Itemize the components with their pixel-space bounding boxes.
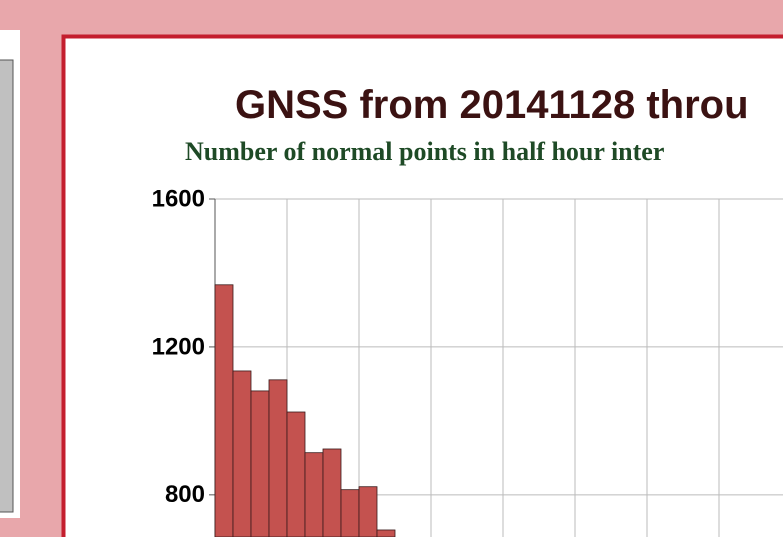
y-tick-label: 800 bbox=[165, 481, 205, 508]
bar bbox=[304, 452, 324, 537]
plot bbox=[209, 198, 783, 537]
side-panel-inner bbox=[0, 59, 14, 513]
bar bbox=[340, 489, 360, 537]
chart-title: GNSS from 20141128 throu bbox=[235, 83, 749, 127]
bar bbox=[376, 529, 396, 537]
bar bbox=[286, 411, 306, 537]
y-tick-label: 1600 bbox=[152, 185, 205, 212]
bar bbox=[250, 390, 270, 537]
bar bbox=[268, 379, 288, 537]
bar bbox=[322, 448, 342, 537]
chart-subtitle: Number of normal points in half hour int… bbox=[185, 137, 664, 166]
y-tick-label: 1200 bbox=[152, 333, 205, 360]
bar bbox=[358, 486, 378, 537]
bar bbox=[232, 370, 252, 537]
chart-frame bbox=[61, 34, 783, 537]
bar bbox=[214, 284, 234, 537]
